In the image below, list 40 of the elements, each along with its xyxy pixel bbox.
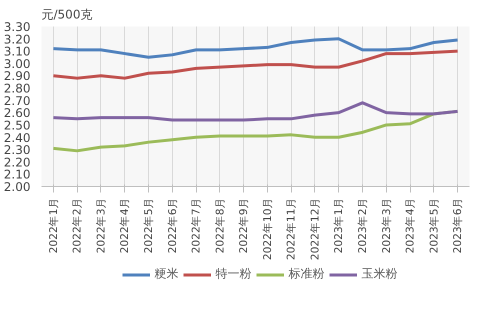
y-tick-label: 3.30 <box>4 20 30 34</box>
line-series <box>52 50 460 80</box>
x-tick-label: 2023年1月 <box>332 197 346 254</box>
x-tick-label: 2023年4月 <box>404 197 417 254</box>
x-tick-label: 2023年3月 <box>380 197 393 254</box>
x-tick-label: 2022年8月 <box>213 197 226 254</box>
y-tick-label: 3.10 <box>4 44 30 59</box>
y-tick-label: 2.40 <box>4 130 30 145</box>
y-tick-label: 2.50 <box>4 118 30 132</box>
y-tick-label: 3.20 <box>4 32 30 46</box>
x-tick-label: 2023年6月 <box>451 197 464 254</box>
x-tick-label: 2022年6月 <box>166 197 179 254</box>
x-tick-label: 2022年4月 <box>118 197 132 254</box>
legend-label: 粳米 <box>154 266 178 282</box>
y-tick-label: 2.90 <box>4 69 30 84</box>
y-tick-label: 2.00 <box>4 180 30 194</box>
x-tick-label: 2022年9月 <box>237 197 250 254</box>
legend-label: 特一粉 <box>216 266 252 282</box>
legend-label: 标准粉 <box>288 266 324 282</box>
x-tick-label: 2023年5月 <box>427 197 440 254</box>
y-tick-label: 2.10 <box>4 168 30 182</box>
y-tick-label: 3.00 <box>4 56 30 71</box>
x-tick-label: 2022年10月 <box>260 197 274 260</box>
x-tick-label: 2022年3月 <box>94 197 108 254</box>
x-tick-label: 2022年2月 <box>70 197 84 254</box>
x-tick-label: 2022年7月 <box>190 197 203 254</box>
legend-label: 玉米粉 <box>362 266 398 282</box>
x-tick-label: 2023年2月 <box>356 197 369 254</box>
y-tick-label: 2.20 <box>4 155 30 170</box>
x-tick-label: 2022年1月 <box>46 197 60 254</box>
y-tick-label: 2.60 <box>4 106 30 120</box>
x-tick-label: 2022年11月 <box>284 197 298 260</box>
line-series <box>52 37 460 59</box>
y-axis-title: 元/500克 <box>42 8 92 22</box>
y-tick-label: 2.80 <box>4 82 30 96</box>
x-tick-label: 2022年5月 <box>142 197 155 254</box>
y-tick-label: 2.70 <box>4 94 30 108</box>
y-tick-label: 2.30 <box>4 143 30 158</box>
line-series <box>52 101 460 122</box>
x-tick-label: 2022年12月 <box>308 197 322 260</box>
